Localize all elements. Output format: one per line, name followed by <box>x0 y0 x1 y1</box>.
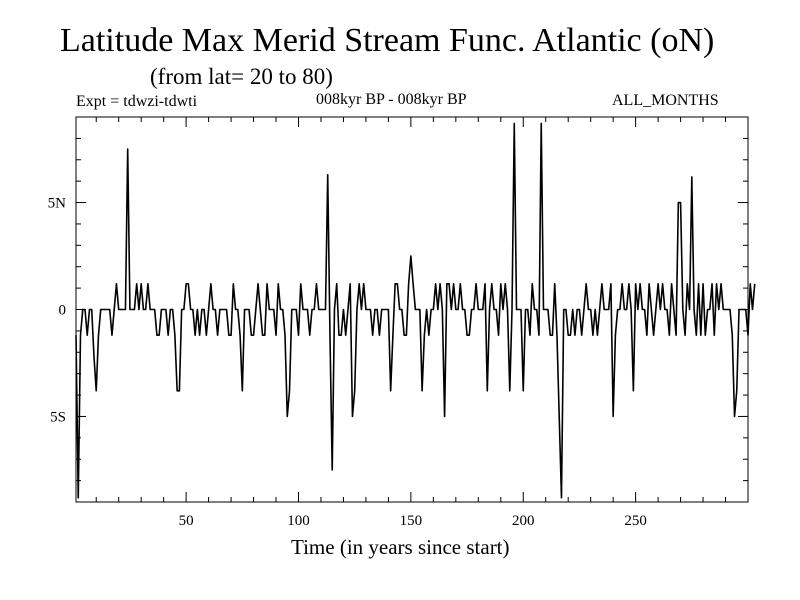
y-tick-label: 5S <box>50 409 66 425</box>
tick-labels: 50 100 150 200 250 5N 0 5S <box>48 196 647 529</box>
chart-subtitle: (from lat= 20 to 80) <box>150 64 333 89</box>
x-tick-label: 150 <box>400 513 423 529</box>
y-tick-label: 0 <box>59 303 67 319</box>
x-tick-label: 200 <box>512 513 535 529</box>
x-tick-label: 50 <box>179 513 194 529</box>
y-tick-label: 5N <box>48 196 67 212</box>
x-tick-label: 250 <box>624 513 647 529</box>
x-tick-label: 100 <box>287 513 310 529</box>
x-axis-label: Time (in years since start) <box>291 535 510 559</box>
chart-title: Latitude Max Merid Stream Func. Atlantic… <box>60 22 715 59</box>
experiment-label: Expt = tdwzi-tdwti <box>76 93 198 110</box>
months-label: ALL_MONTHS <box>612 92 719 109</box>
period-label: 008kyr BP - 008kyr BP <box>316 91 467 108</box>
series-line <box>75 122 756 499</box>
